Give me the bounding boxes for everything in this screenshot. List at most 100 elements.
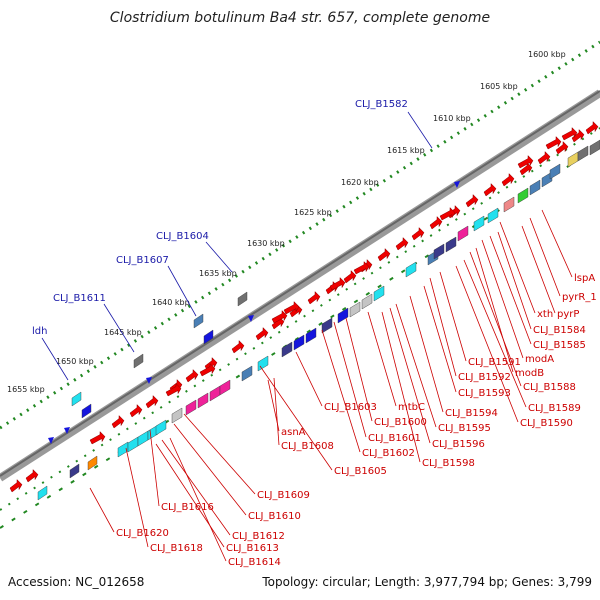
reverse-gene xyxy=(219,379,231,396)
label-leader xyxy=(149,429,160,507)
label-leader xyxy=(409,295,444,413)
forward-gene xyxy=(483,182,497,197)
label-leader xyxy=(295,351,323,407)
gene-label: CLJ_B1589 xyxy=(528,403,581,414)
gene-marker xyxy=(64,427,70,434)
reverse-gene xyxy=(209,385,221,402)
label-leader xyxy=(103,303,135,353)
forward-gene xyxy=(329,276,346,291)
forward-gene xyxy=(199,362,216,377)
gene-label: CLJ_B1620 xyxy=(116,528,169,539)
gene xyxy=(81,403,92,419)
forward-gene xyxy=(571,128,585,143)
reverse-gene xyxy=(567,151,579,168)
gene-label: CLJ_B1602 xyxy=(362,448,415,459)
gene-label: CLJ_B1584 xyxy=(533,325,586,336)
label-leader xyxy=(429,277,457,377)
gene-label: ldh xyxy=(32,326,47,337)
gene-label: CLJ_B1605 xyxy=(334,466,387,477)
reverse-gene xyxy=(305,327,317,344)
gene-label: lspA xyxy=(574,273,595,284)
reverse-gene xyxy=(445,236,457,253)
forward-gene xyxy=(89,430,106,445)
kbp-tick-label: 1635 kbp xyxy=(199,269,237,278)
reverse-gene xyxy=(541,171,553,188)
gene-label: CLJ_B1616 xyxy=(161,502,214,513)
label-leader xyxy=(161,439,231,536)
reverse-gene xyxy=(257,355,269,372)
gene-label: CLJ_B1594 xyxy=(445,408,498,419)
label-leader xyxy=(497,231,532,330)
gene-label: CLJ_B1585 xyxy=(533,340,586,351)
gene-label: CLJ_B1609 xyxy=(257,490,310,501)
gene-marker xyxy=(146,377,152,384)
gene-label: CLJ_B1600 xyxy=(374,417,427,428)
genome-backbone xyxy=(0,89,600,482)
reverse-gene xyxy=(373,285,385,302)
kbp-tick-label: 1655 kbp xyxy=(7,385,45,394)
label-leader xyxy=(455,265,519,423)
reverse-gene xyxy=(457,225,469,242)
label-leader xyxy=(321,329,361,453)
gene-label: CLJ_B1610 xyxy=(248,511,301,522)
gene xyxy=(71,391,82,407)
reverse-gene xyxy=(155,419,167,436)
reverse-gene xyxy=(321,317,333,334)
gc-track-outer xyxy=(0,40,600,430)
gene-label: CLJ_B1595 xyxy=(438,423,491,434)
label-leader xyxy=(423,285,457,393)
reverse-gene xyxy=(503,196,515,213)
forward-gene xyxy=(411,226,425,241)
label-leader xyxy=(367,311,397,407)
gene-label: modB xyxy=(515,368,544,379)
label-leaders xyxy=(41,111,573,562)
gene xyxy=(37,485,48,501)
forward-gene xyxy=(271,309,288,324)
reverse-gene xyxy=(171,407,183,424)
reverse-gene xyxy=(487,207,499,224)
forward-gene xyxy=(537,150,551,165)
gene-label: CLJ_B1618 xyxy=(150,543,203,554)
gene-label: CLJ_B1604 xyxy=(156,231,209,242)
forward-gene xyxy=(111,414,125,429)
gene-label: CLJ_B1603 xyxy=(324,402,377,413)
label-leader xyxy=(173,423,247,516)
label-leader xyxy=(481,239,524,359)
gene-marker xyxy=(48,437,54,444)
kbp-tick-label: 1625 kbp xyxy=(294,208,332,217)
kbp-tick-label: 1610 kbp xyxy=(433,114,471,123)
gene-label: CLJ_B1593 xyxy=(458,388,511,399)
label-leader xyxy=(439,271,467,362)
forward-gene xyxy=(343,269,357,284)
reverse-gene xyxy=(337,307,349,324)
gene xyxy=(203,329,214,345)
reverse-gene xyxy=(137,430,149,447)
label-leader xyxy=(167,265,197,317)
forward-gene xyxy=(429,215,443,230)
label-leader xyxy=(345,317,373,422)
label-leader xyxy=(407,111,433,149)
gene-label: CLJ_B1598 xyxy=(422,458,475,469)
forward-gene xyxy=(439,206,456,221)
label-leader xyxy=(489,235,532,345)
reverse-gene xyxy=(517,187,529,204)
label-leader xyxy=(541,209,573,278)
gene-label: CLJ_B1601 xyxy=(368,433,421,444)
label-leader xyxy=(389,307,431,444)
label-leader xyxy=(529,217,561,297)
label-leader xyxy=(395,303,437,428)
label-leader xyxy=(521,225,556,314)
reverse-gene xyxy=(185,399,197,416)
forward-gene xyxy=(545,135,562,150)
label-leader xyxy=(183,413,256,495)
forward-gene xyxy=(165,382,182,397)
label-leader xyxy=(41,337,69,381)
forward-gene xyxy=(129,403,143,418)
forward-gene xyxy=(307,290,321,305)
gene-label: asnA xyxy=(281,427,306,438)
label-leader xyxy=(333,321,367,438)
forward-gene xyxy=(185,368,199,383)
gene xyxy=(133,353,144,369)
